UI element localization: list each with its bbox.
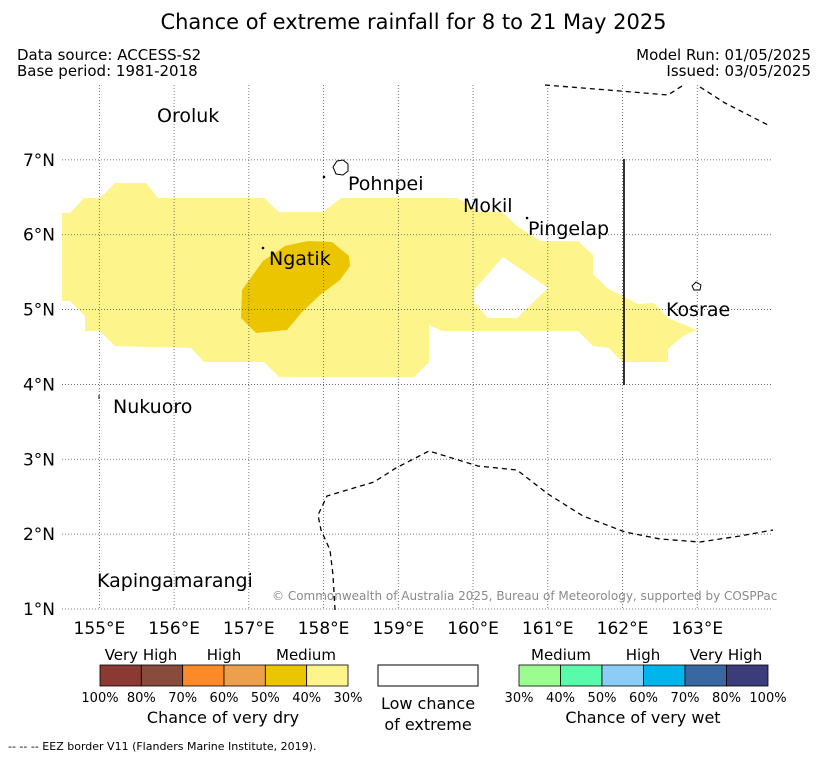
- model-run-text: Model Run: 01/05/2025: [636, 46, 811, 64]
- colorbar-cell: [560, 664, 603, 687]
- lat-tick-label: 1°N: [23, 600, 55, 620]
- dry-group-label: Medium: [276, 646, 336, 664]
- island-outlines: [98, 159, 702, 399]
- place-label-oroluk: Oroluk: [157, 105, 219, 127]
- lon-tick-label: 159°E: [372, 619, 424, 639]
- meta-right: Model Run: 01/05/2025 Issued: 03/05/2025: [636, 47, 811, 79]
- issued-text: Issued: 03/05/2025: [666, 62, 811, 80]
- wet-group-label: Very High: [690, 646, 763, 664]
- place-label-kosrae: Kosrae: [666, 299, 730, 321]
- ant-dot: [322, 175, 326, 179]
- colorbar-cell: [264, 664, 308, 687]
- place-label-pingelap: Pingelap: [528, 218, 609, 240]
- colorbar-tick-label: 60%: [210, 691, 239, 706]
- colorbar-cell: [726, 664, 769, 687]
- kosrae-island: [691, 281, 702, 291]
- lon-tick-label: 155°E: [74, 619, 126, 639]
- place-label-pohnpei: Pohnpei: [348, 173, 424, 195]
- colorbar-tick-label: 100%: [81, 691, 118, 706]
- data-source-text: Data source: ACCESS-S2: [17, 46, 202, 64]
- wet-group-label: High: [626, 646, 660, 664]
- region-30-40: [62, 183, 697, 377]
- lon-tick-label: 163°E: [671, 619, 723, 639]
- place-label-kapingamarangi: Kapingamarangi: [97, 570, 253, 592]
- colorbar-tick-label: 70%: [168, 691, 197, 706]
- colorbar-cell: [684, 664, 727, 687]
- lat-tick-label: 7°N: [23, 151, 55, 171]
- lat-tick-label: 4°N: [23, 375, 55, 395]
- place-label-ngatik: Ngatik: [269, 248, 331, 270]
- place-label-nukuoro: Nukuoro: [113, 396, 192, 418]
- colorbar-tick-label: 80%: [712, 691, 741, 706]
- copyright-text: © Commonwealth of Australia 2025, Bureau…: [272, 589, 777, 603]
- dry-group-label: Very High: [105, 646, 178, 664]
- colorbar-tick-label: 40%: [292, 691, 321, 706]
- colorbar-cell: [518, 664, 561, 687]
- pohnpei-island: [332, 159, 349, 176]
- colorbar-cell: [140, 664, 184, 687]
- footnote: -- -- -- EEZ border V11 (Flanders Marine…: [8, 740, 317, 753]
- lat-tick-label: 6°N: [23, 226, 55, 246]
- colorbar-cell: [182, 664, 225, 687]
- lon-tick-label: 158°E: [298, 619, 350, 639]
- lon-tick-label: 157°E: [223, 619, 275, 639]
- lat-tick-label: 2°N: [23, 525, 55, 545]
- region-40-50: [241, 241, 350, 333]
- lon-tick-label: 162°E: [597, 619, 649, 639]
- colorbar-cell: [99, 664, 142, 687]
- wet-colorbar: [518, 664, 769, 687]
- colorbar-tick-label: 50%: [251, 691, 280, 706]
- place-label-mokil: Mokil: [463, 195, 513, 217]
- lon-tick-label: 160°E: [447, 619, 499, 639]
- meta-left: Data source: ACCESS-S2 Base period: 1981…: [17, 47, 201, 79]
- colorbar-cell: [223, 664, 266, 687]
- lon-tick-label: 161°E: [522, 619, 574, 639]
- mokil-dot: [525, 216, 529, 220]
- ngatik-dot: [261, 246, 265, 250]
- colorbar-tick-label: 50%: [588, 691, 617, 706]
- wet-group-label: Medium: [531, 646, 591, 664]
- base-period-text: Base period: 1981-2018: [17, 62, 198, 80]
- colorbar-tick-label: 70%: [671, 691, 700, 706]
- low-chance-label-1: Low chance: [381, 694, 475, 713]
- colorbar-tick-label: 60%: [629, 691, 658, 706]
- lat-tick-label: 3°N: [23, 450, 55, 470]
- grid-lines: [62, 85, 772, 610]
- dry-caption: Chance of very dry: [147, 708, 299, 727]
- colorbar-tick-label: 30%: [334, 691, 363, 706]
- lon-tick-label: 156°E: [148, 619, 200, 639]
- low-chance-swatch: [377, 664, 479, 687]
- dry-group-label: High: [207, 646, 241, 664]
- colorbar-tick-label: 40%: [546, 691, 575, 706]
- eez-border: [317, 84, 774, 611]
- colorbar-cell: [601, 664, 644, 687]
- lat-tick-label: 5°N: [23, 301, 55, 321]
- colorbar-tick-label: 80%: [127, 691, 156, 706]
- chart-title: Chance of extreme rainfall for 8 to 21 M…: [160, 10, 667, 34]
- colorbar-tick-label: 30%: [505, 691, 534, 706]
- colorbar-tick-label: 100%: [749, 691, 786, 706]
- colorbar-cell: [306, 664, 349, 687]
- wet-caption: Chance of very wet: [565, 708, 720, 727]
- colorbar-cell: [643, 664, 686, 687]
- dry-colorbar: [99, 664, 349, 687]
- low-chance-label-2: of extreme: [384, 715, 471, 734]
